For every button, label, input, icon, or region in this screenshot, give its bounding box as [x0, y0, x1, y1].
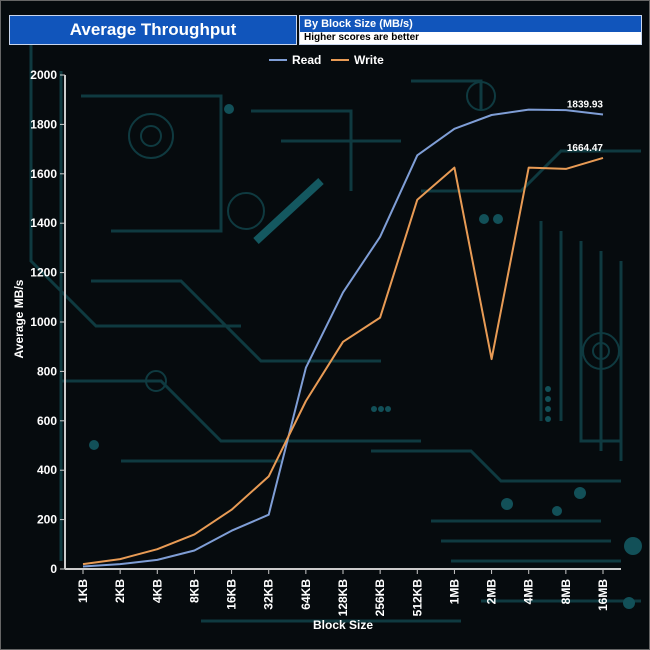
legend-label-write: Write [354, 53, 384, 67]
x-tick-label: 8MB [559, 579, 573, 605]
x-tick-label: 1KB [76, 579, 90, 603]
y-tick-label: 1200 [30, 266, 57, 280]
y-tick-label: 600 [37, 414, 57, 428]
x-tick-label: 256KB [373, 579, 387, 617]
x-tick-label: 64KB [299, 579, 313, 610]
x-tick-label: 4KB [150, 579, 164, 603]
x-tick-label: 2MB [485, 579, 499, 605]
y-tick-label: 0 [50, 562, 57, 576]
data-labels: 1839.93 1664.47 [567, 100, 604, 154]
series-line-write [82, 156, 604, 566]
x-tick-label: 8KB [187, 579, 201, 603]
x-tick-label: 1MB [447, 579, 461, 605]
chart-subtitle: By Block Size (MB/s) [300, 16, 641, 32]
y-tick-label: 1400 [30, 216, 57, 230]
x-tick-label: 16MB [596, 579, 610, 611]
y-tick-label: 400 [37, 463, 57, 477]
y-tick-label: 2000 [30, 68, 57, 82]
x-tick-label: 16KB [225, 579, 239, 610]
y-tick-label: 1000 [30, 315, 57, 329]
data-label-read: 1839.93 [567, 100, 604, 111]
x-tick-label: 4MB [522, 579, 536, 605]
series-line-read [82, 108, 604, 568]
y-tick-label: 800 [37, 364, 57, 378]
chart-note: Higher scores are better [300, 32, 641, 44]
x-tick-label: 2KB [113, 579, 127, 603]
x-axis-label: Block Size [313, 618, 373, 632]
x-tick-label: 512KB [410, 579, 424, 617]
y-axis-label: Average MB/s [12, 279, 26, 358]
series-group [82, 108, 604, 568]
x-tick-label: 128KB [336, 579, 350, 617]
y-tick-label: 1600 [30, 167, 57, 181]
x-tick-label: 32KB [262, 579, 276, 610]
y-tick-label: 1800 [30, 117, 57, 131]
y-tick-label: 200 [37, 513, 57, 527]
chart-subtitle-box: By Block Size (MB/s) Higher scores are b… [299, 15, 642, 45]
legend: Read Write [269, 53, 384, 67]
legend-label-read: Read [292, 53, 321, 67]
chart-title: Average Throughput [9, 15, 297, 45]
axes: 0 200 400 600 800 1000 1200 1400 1600 1800 2000 1KB… [30, 68, 621, 616]
data-label-write: 1664.47 [567, 143, 604, 154]
